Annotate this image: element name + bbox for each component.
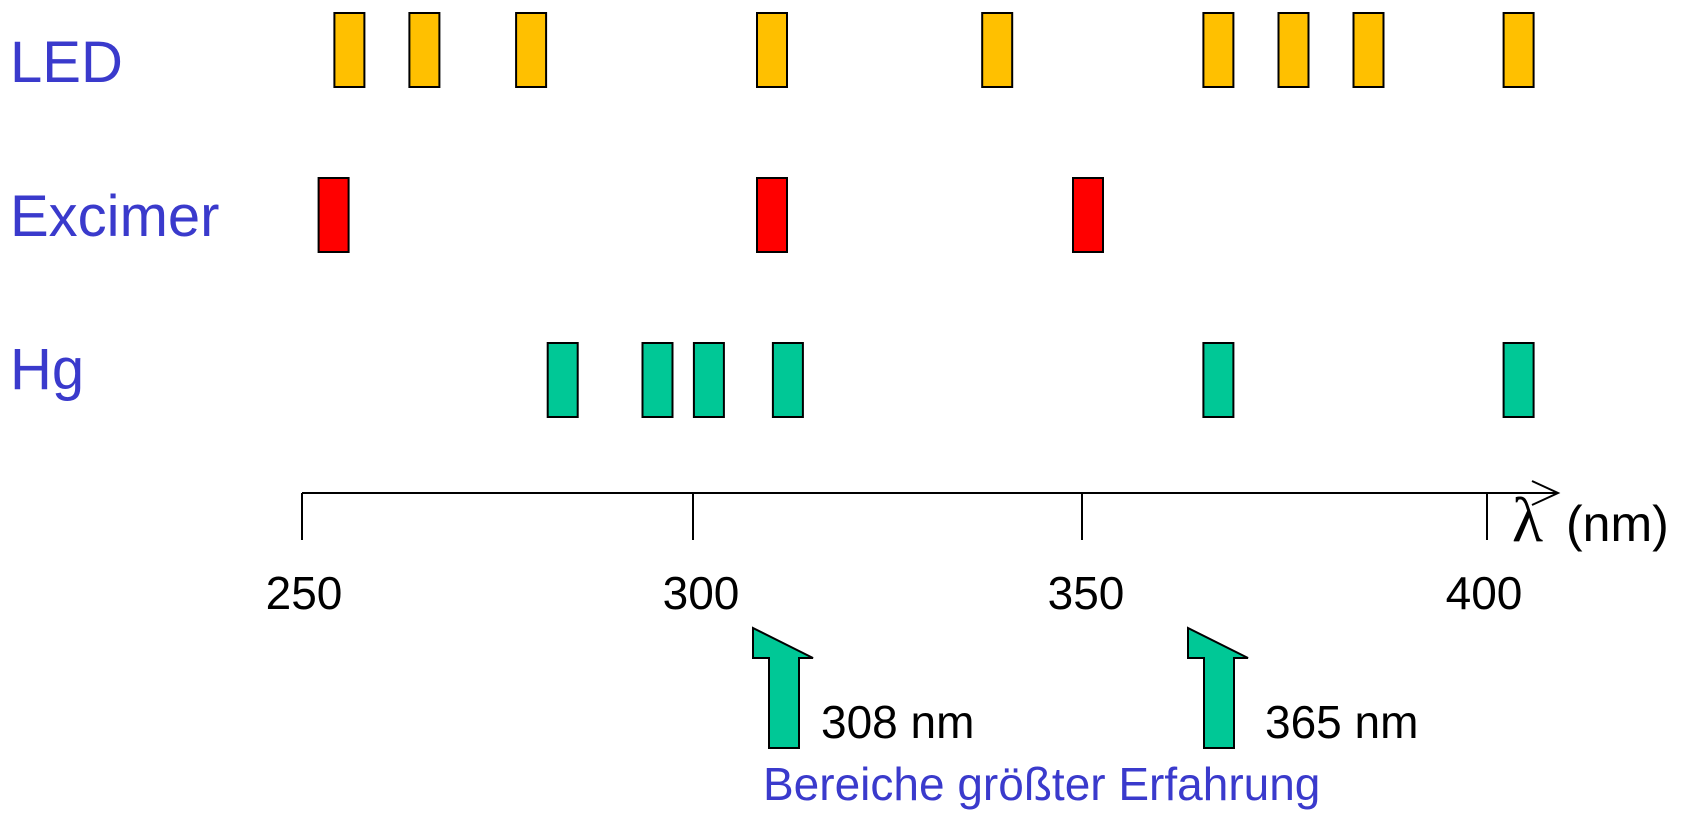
emission-bar-hg <box>546 342 579 418</box>
emission-bar-led <box>515 12 548 88</box>
emission-bar-excimer <box>1072 177 1104 253</box>
row-label-excimer: Excimer <box>10 184 219 249</box>
marker-365: 365 nm <box>1187 626 1418 749</box>
emission-bar-hg <box>641 342 674 418</box>
emission-bar-led <box>1352 12 1385 88</box>
emission-bar-excimer <box>317 177 350 253</box>
marker-label-308: 308 nm <box>821 696 974 748</box>
row-label-hg: Hg <box>10 337 84 402</box>
wavelength-axis: 250 300 350 400 λ (nm) <box>266 480 1669 619</box>
lambda-symbol: λ <box>1512 484 1543 555</box>
tick-label-300: 300 <box>663 567 740 619</box>
emission-bar-led <box>1277 12 1310 88</box>
emission-bar-led <box>981 12 1014 88</box>
emission-bar-hg <box>1502 342 1535 418</box>
up-arrow-icon <box>1187 626 1249 749</box>
tick-label-250: 250 <box>266 567 343 619</box>
marker-label-365: 365 nm <box>1265 696 1418 748</box>
emission-bar-led <box>408 12 441 88</box>
emission-bar-led <box>756 12 788 88</box>
emission-bar-led <box>1202 12 1235 88</box>
emission-bar-led <box>1502 12 1535 88</box>
emission-bar-hg <box>692 342 725 418</box>
emission-bar-led <box>333 12 366 88</box>
experience-caption: Bereiche größter Erfahrung <box>763 758 1320 810</box>
emission-bars <box>317 12 1535 418</box>
tick-label-400: 400 <box>1446 567 1523 619</box>
up-arrow-icon <box>752 626 814 749</box>
emission-bar-hg <box>771 342 804 418</box>
axis-arrowhead <box>1531 480 1561 506</box>
emission-bar-hg <box>1202 342 1235 418</box>
axis-unit-label: (nm) <box>1566 496 1669 552</box>
marker-308: 308 nm <box>752 626 974 749</box>
emission-bar-excimer <box>756 177 788 253</box>
row-label-led: LED <box>10 30 123 95</box>
tick-label-350: 350 <box>1048 567 1125 619</box>
